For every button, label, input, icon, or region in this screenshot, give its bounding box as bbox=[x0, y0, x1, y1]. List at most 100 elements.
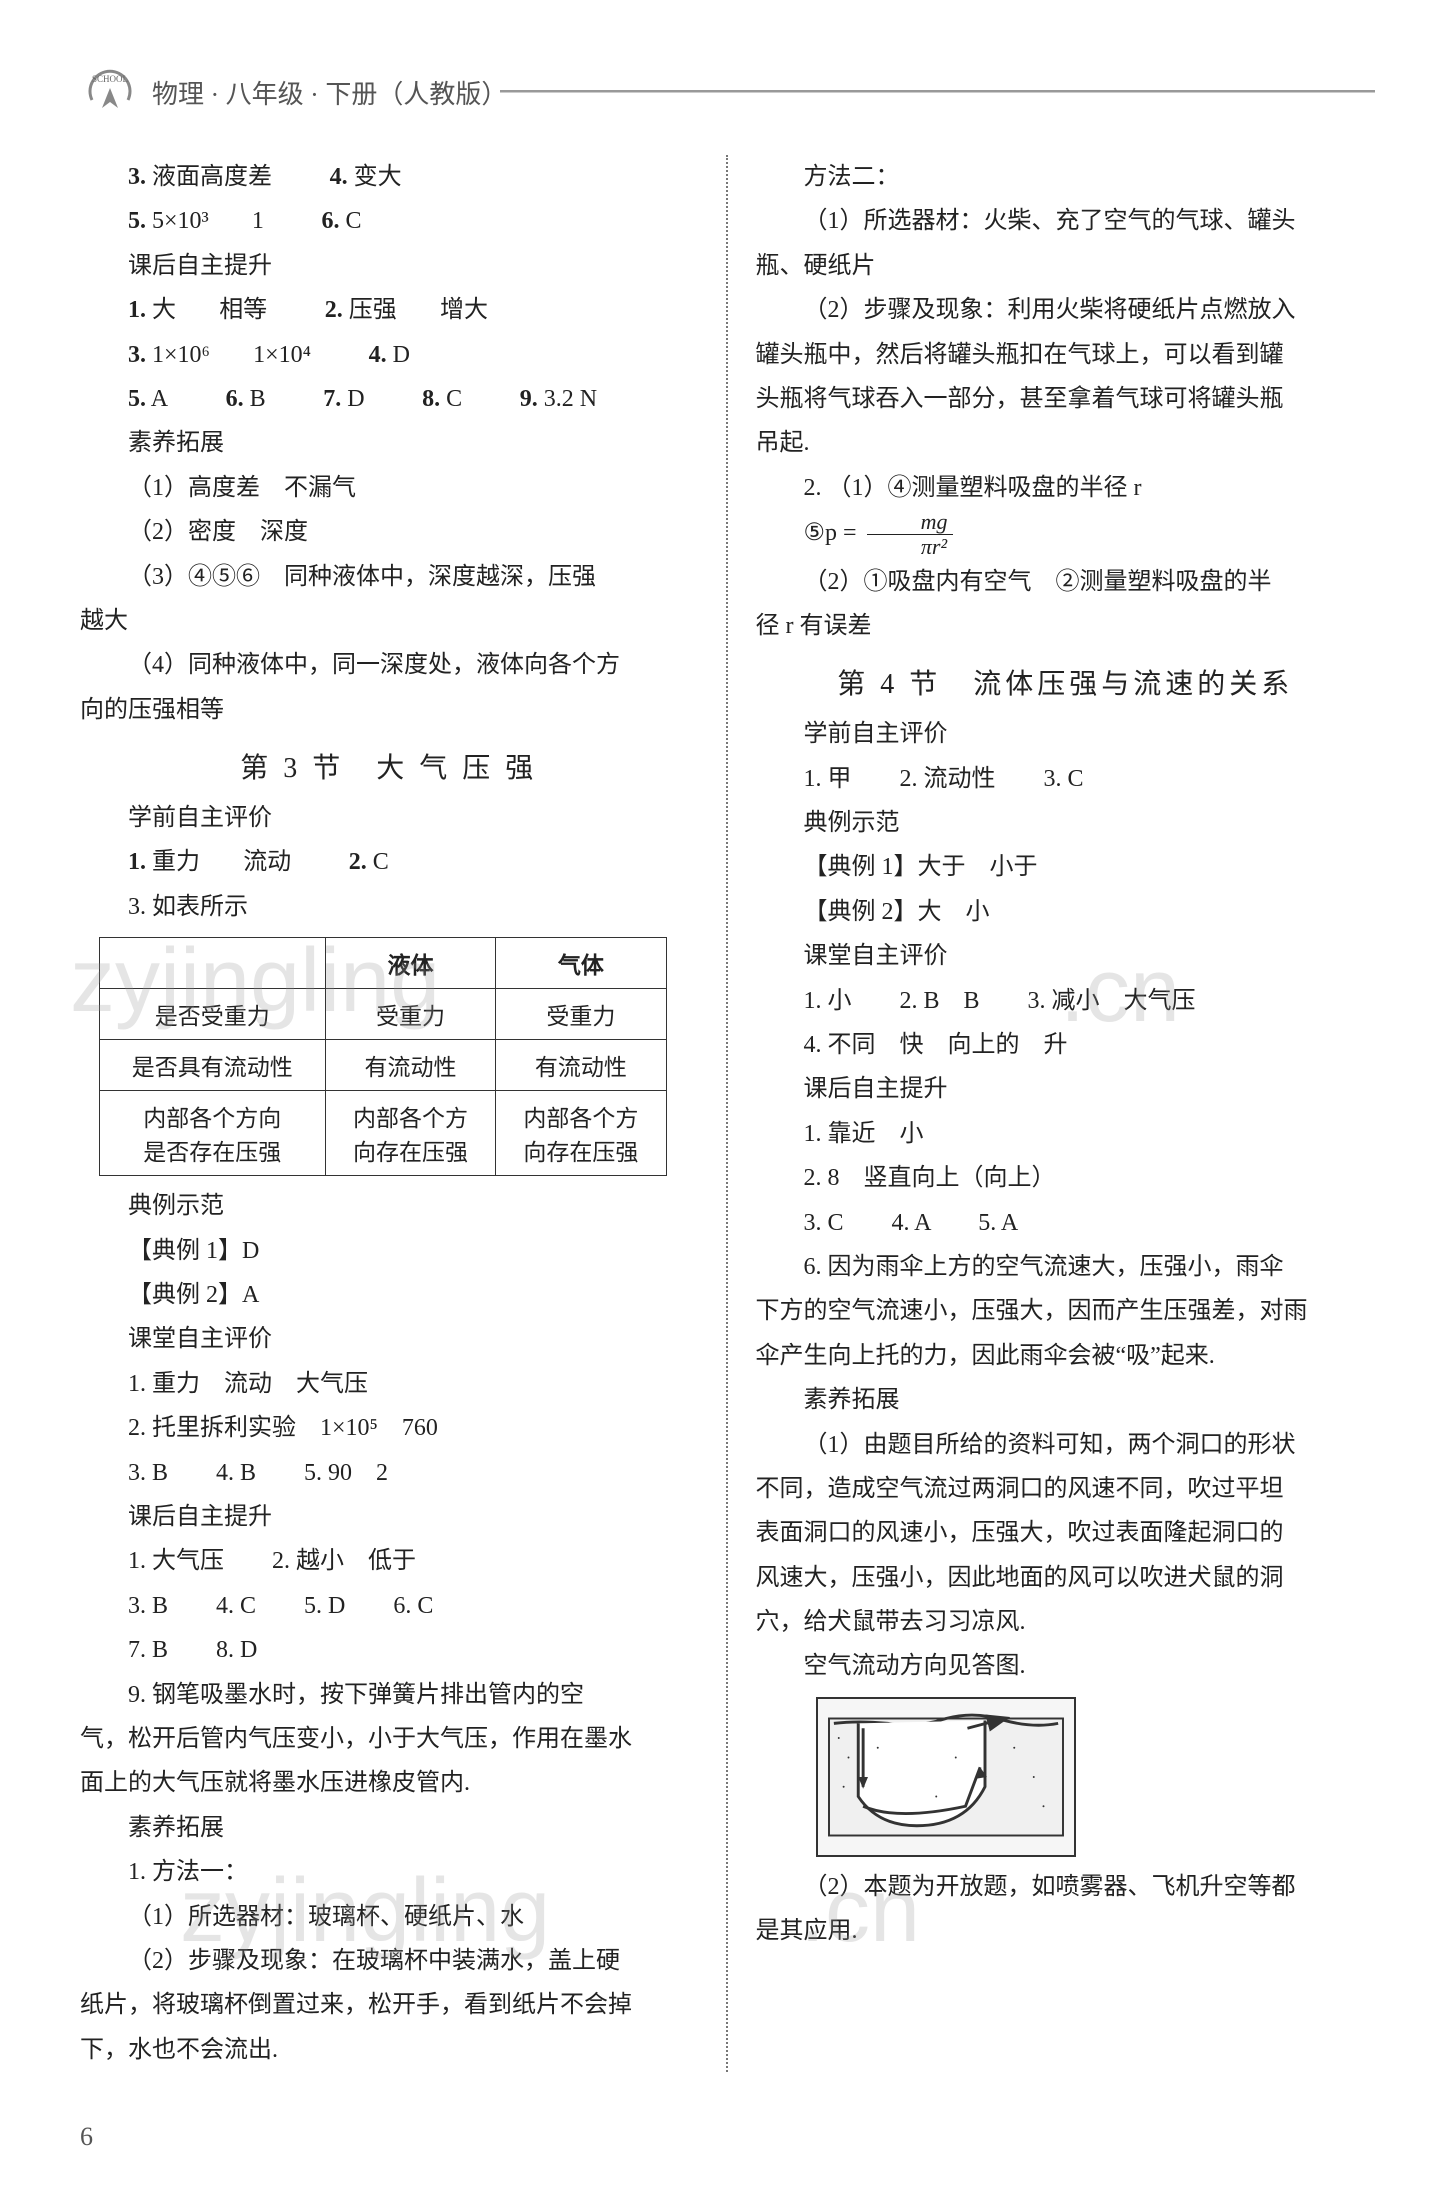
logo-text: SCHOOL bbox=[92, 74, 128, 84]
table-cell: 内部各个方向存在压强 bbox=[325, 1091, 495, 1176]
properties-table: 液体 气体 是否受重力 受重力 受重力 是否具有流动性 有流动性 有流动性 内部… bbox=[99, 937, 667, 1176]
answer-line: （2）本题为开放题，如喷雾器、飞机升空等都 bbox=[756, 1865, 1376, 1909]
answer-line: 是其应用. bbox=[756, 1909, 1376, 1953]
answer-line: 表面洞口的风速小，压强大，吹过表面隆起洞口的 bbox=[756, 1511, 1376, 1555]
answer-line: （2）密度 深度 bbox=[80, 510, 698, 554]
answer-line: 2. 托里拆利实验 1×10⁵ 760 bbox=[80, 1406, 698, 1450]
page-number: 6 bbox=[80, 2122, 1375, 2152]
table-row: 是否具有流动性 有流动性 有流动性 bbox=[99, 1040, 666, 1091]
answer-line: 1. 小 2. B B 3. 减小 大气压 bbox=[756, 979, 1376, 1023]
answer-line: （2）步骤及现象：利用火柴将硬纸片点燃放入 bbox=[756, 288, 1376, 332]
answer-line: 4. 不同 快 向上的 升 bbox=[756, 1023, 1376, 1067]
answer-line: 径 r 有误差 bbox=[756, 604, 1376, 648]
section-4-title: 第 4 节 流体压强与流速的关系 bbox=[756, 662, 1376, 702]
table-row: 是否受重力 受重力 受重力 bbox=[99, 989, 666, 1040]
table-cell: 有流动性 bbox=[325, 1040, 495, 1091]
answer-line: 1. 重力流动2. C bbox=[80, 840, 698, 884]
answer-line: 【典例 1】D bbox=[80, 1229, 698, 1273]
answer-line: 【典例 1】大于 小于 bbox=[756, 845, 1376, 889]
answer-line: 2. 8 竖直向上（向上） bbox=[756, 1156, 1376, 1200]
answer-line: 不同，造成空气流过两洞口的风速不同，吹过平坦 bbox=[756, 1467, 1376, 1511]
answer-line: 伞产生向上托的力，因此雨伞会被“吸”起来. bbox=[756, 1334, 1376, 1378]
answer-line: （1）由题目所给的资料可知，两个洞口的形状 bbox=[756, 1423, 1376, 1467]
answer-line: 空气流动方向见答图. bbox=[756, 1644, 1376, 1688]
section-heading: 课堂自主评价 bbox=[80, 1317, 698, 1361]
answer-line: 向的压强相等 bbox=[80, 688, 698, 732]
section-heading: 素养拓展 bbox=[80, 1806, 698, 1850]
content-columns: 3. 液面高度差4. 变大 5. 5×10³16. C 课后自主提升 1. 大相… bbox=[80, 155, 1375, 2072]
school-logo-icon: SCHOOL bbox=[80, 60, 140, 125]
answer-line: 下，水也不会流出. bbox=[80, 2028, 698, 2072]
header-divider bbox=[500, 90, 1375, 93]
formula-line: ⑤p = mg πr² bbox=[756, 510, 1376, 559]
answer-line: 5. 5×10³16. C bbox=[80, 199, 698, 243]
table-row: 液体 气体 bbox=[99, 938, 666, 989]
answer-line: 3. 如表所示 bbox=[80, 885, 698, 929]
answer-line: 1. 甲 2. 流动性 3. C bbox=[756, 757, 1376, 801]
section-heading: 课后自主提升 bbox=[756, 1067, 1376, 1111]
answer-line: 面上的大气压就将墨水压进橡皮管内. bbox=[80, 1761, 698, 1805]
answer-line: （1）所选器材：玻璃杯、硬纸片、水 bbox=[80, 1895, 698, 1939]
answer-line: 吊起. bbox=[756, 421, 1376, 465]
answer-line: 1. 靠近 小 bbox=[756, 1112, 1376, 1156]
section-heading: 素养拓展 bbox=[80, 421, 698, 465]
answer-line: 3. 液面高度差4. 变大 bbox=[80, 155, 698, 199]
answer-line: （4）同种液体中，同一深度处，液体向各个方 bbox=[80, 643, 698, 687]
table-header bbox=[99, 938, 325, 989]
section-heading: 学前自主评价 bbox=[80, 796, 698, 840]
table-cell: 内部各个方向是否存在压强 bbox=[99, 1091, 325, 1176]
answer-line: 【典例 2】大 小 bbox=[756, 890, 1376, 934]
answer-line: 3. 1×10⁶1×10⁴4. D bbox=[80, 333, 698, 377]
answer-line: 头瓶将气球吞入一部分，甚至拿着气球可将罐头瓶 bbox=[756, 377, 1376, 421]
table-cell: 有流动性 bbox=[496, 1040, 666, 1091]
answer-line: 1. 大气压 2. 越小 低于 bbox=[80, 1539, 698, 1583]
page-title: 物理 · 八年级 · 下册（人教版） bbox=[152, 74, 507, 111]
section-heading: 典例示范 bbox=[80, 1184, 698, 1228]
answer-line: （3）④⑤⑥ 同种液体中，深度越深，压强 bbox=[80, 555, 698, 599]
airflow-diagram bbox=[816, 1697, 1076, 1857]
answer-line: 1. 重力 流动 大气压 bbox=[80, 1362, 698, 1406]
answer-line: 9. 钢笔吸墨水时，按下弹簧片排出管内的空 bbox=[80, 1673, 698, 1717]
answer-line: 越大 bbox=[80, 599, 698, 643]
section-heading: 课后自主提升 bbox=[80, 1495, 698, 1539]
answer-line: 瓶、硬纸片 bbox=[756, 244, 1376, 288]
section-heading: 课后自主提升 bbox=[80, 244, 698, 288]
table-header: 气体 bbox=[496, 938, 666, 989]
answer-line: 纸片，将玻璃杯倒置过来，松开手，看到纸片不会掉 bbox=[80, 1983, 698, 2027]
answer-line: （2）步骤及现象：在玻璃杯中装满水，盖上硬 bbox=[80, 1939, 698, 1983]
answer-line: 穴，给犬鼠带去习习凉风. bbox=[756, 1600, 1376, 1644]
right-column: 方法二： （1）所选器材：火柴、充了空气的气球、罐头 瓶、硬纸片 （2）步骤及现… bbox=[728, 155, 1376, 2072]
answer-line: （1）所选器材：火柴、充了空气的气球、罐头 bbox=[756, 199, 1376, 243]
answer-line: 1. 方法一： bbox=[80, 1850, 698, 1894]
table-header: 液体 bbox=[325, 938, 495, 989]
page-container: SCHOOL 物理 · 八年级 · 下册（人教版） 3. 液面高度差4. 变大 … bbox=[0, 0, 1455, 2192]
page-header: SCHOOL 物理 · 八年级 · 下册（人教版） bbox=[80, 60, 1375, 125]
answer-line: 3. B 4. B 5. 90 2 bbox=[80, 1451, 698, 1495]
answer-line: 2. （1）④测量塑料吸盘的半径 r bbox=[756, 466, 1376, 510]
section-3-title: 第 3 节 大 气 压 强 bbox=[80, 746, 698, 786]
section-heading: 学前自主评价 bbox=[756, 712, 1376, 756]
section-heading: 素养拓展 bbox=[756, 1378, 1376, 1422]
table-row: 内部各个方向是否存在压强 内部各个方向存在压强 内部各个方向存在压强 bbox=[99, 1091, 666, 1176]
answer-line: 风速大，压强小，因此地面的风可以吹进犬鼠的洞 bbox=[756, 1556, 1376, 1600]
answer-line: 3. C 4. A 5. A bbox=[756, 1201, 1376, 1245]
answer-line: 7. B 8. D bbox=[80, 1628, 698, 1672]
table-cell: 受重力 bbox=[325, 989, 495, 1040]
answer-line: 1. 大相等2. 压强增大 bbox=[80, 288, 698, 332]
answer-line: 罐头瓶中，然后将罐头瓶扣在气球上，可以看到罐 bbox=[756, 333, 1376, 377]
answer-line: （1）高度差 不漏气 bbox=[80, 466, 698, 510]
answer-line: 气，松开后管内气压变小，小于大气压，作用在墨水 bbox=[80, 1717, 698, 1761]
fraction: mg πr² bbox=[867, 510, 954, 559]
table-cell: 受重力 bbox=[496, 989, 666, 1040]
answer-line: （2）①吸盘内有空气 ②测量塑料吸盘的半 bbox=[756, 560, 1376, 604]
answer-line: 6. 因为雨伞上方的空气流速大，压强小，雨伞 bbox=[756, 1245, 1376, 1289]
answer-line: 5. A6. B7. D8. C9. 3.2 N bbox=[80, 377, 698, 421]
left-column: 3. 液面高度差4. 变大 5. 5×10³16. C 课后自主提升 1. 大相… bbox=[80, 155, 728, 2072]
section-heading: 典例示范 bbox=[756, 801, 1376, 845]
answer-line: 3. B 4. C 5. D 6. C bbox=[80, 1584, 698, 1628]
section-heading: 课堂自主评价 bbox=[756, 934, 1376, 978]
table-cell: 内部各个方向存在压强 bbox=[496, 1091, 666, 1176]
answer-line: 方法二： bbox=[756, 155, 1376, 199]
answer-line: 下方的空气流速小，压强大，因而产生压强差，对雨 bbox=[756, 1289, 1376, 1333]
answer-line: 【典例 2】A bbox=[80, 1273, 698, 1317]
